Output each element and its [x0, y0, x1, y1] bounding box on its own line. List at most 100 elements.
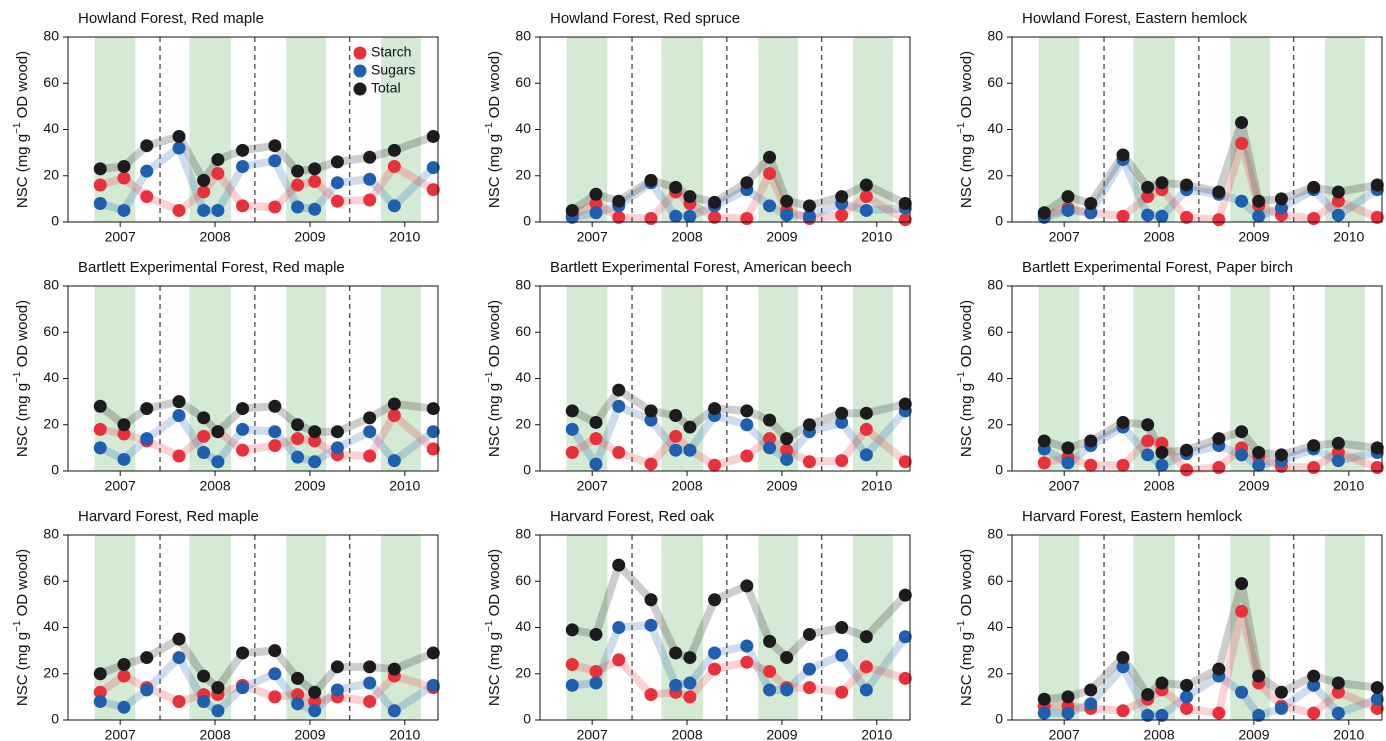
season-band [1325, 37, 1365, 222]
y-tick-label: 60 [987, 323, 1003, 339]
point [669, 409, 683, 422]
point [308, 455, 322, 469]
point [589, 627, 603, 641]
point [612, 399, 626, 413]
season-band [1325, 535, 1365, 720]
point [330, 441, 344, 455]
point [426, 425, 440, 439]
point [211, 203, 225, 217]
point [1274, 192, 1288, 206]
point [898, 588, 912, 602]
point [1235, 136, 1249, 150]
panel: Howland Forest, Red maple 0 20 40 60 80 2007 20… [12, 10, 440, 245]
legend-marker [353, 46, 367, 60]
point [1274, 201, 1288, 215]
point [565, 623, 579, 637]
y-axis-label-part: NSC (mg g [958, 134, 975, 208]
point [1307, 461, 1321, 475]
point [835, 208, 849, 222]
point [589, 415, 603, 429]
point [1141, 448, 1155, 462]
point [1307, 439, 1321, 453]
point [268, 425, 282, 439]
point [1274, 448, 1288, 462]
x-tick-label: 2007 [1049, 727, 1080, 741]
point [859, 406, 873, 420]
point [1116, 209, 1130, 223]
point [172, 141, 186, 155]
chart-title: Howland Forest, Eastern hemlock [1022, 10, 1248, 27]
y-tick-label: 40 [515, 120, 531, 136]
point [780, 452, 794, 466]
point [291, 450, 305, 464]
y-tick-label: 80 [43, 28, 59, 44]
season-band [661, 535, 704, 720]
y-tick-label: 20 [43, 166, 59, 182]
chart-title: Harvard Forest, Red maple [78, 508, 259, 525]
legend-marker [353, 64, 367, 78]
point [308, 162, 322, 176]
point [859, 422, 873, 436]
y-tick-label: 60 [43, 323, 59, 339]
y-axis-label-part: OD wood) [486, 51, 503, 123]
point [740, 655, 754, 669]
point [589, 432, 603, 446]
y-axis-label: NSC (mg g−1 OD wood) [956, 300, 975, 457]
point [898, 455, 912, 469]
chart-title: Howland Forest, Red maple [78, 10, 264, 27]
season-band [758, 37, 799, 222]
point [268, 200, 282, 214]
point [1037, 706, 1051, 720]
point [1331, 194, 1345, 208]
y-tick-label: 40 [515, 618, 531, 634]
point [669, 209, 683, 223]
point [565, 203, 579, 217]
point [1331, 185, 1345, 199]
point [140, 139, 154, 153]
point [835, 406, 849, 420]
point [612, 210, 626, 224]
point [859, 630, 873, 644]
y-tick-label: 20 [515, 664, 531, 680]
y-tick-label: 0 [523, 213, 531, 229]
point [669, 180, 683, 194]
point [1212, 213, 1226, 227]
y-axis-label: NSC (mg g−1 OD wood) [956, 549, 975, 706]
point [1061, 190, 1075, 204]
y-tick-label: 60 [515, 74, 531, 90]
panel: Harvard Forest, Red oak 0 20 40 60 80 2007 2008… [484, 508, 912, 741]
point [644, 593, 658, 607]
point [1235, 448, 1249, 462]
point [387, 397, 401, 411]
point [1252, 708, 1266, 722]
y-tick-label: 60 [987, 74, 1003, 90]
point [802, 662, 816, 676]
point [644, 212, 658, 226]
y-axis-label: NSC (mg g−1 OD wood) [12, 51, 31, 208]
point [683, 443, 697, 457]
y-axis-label-part: −1 [956, 371, 967, 383]
point [268, 690, 282, 704]
panel: Howland Forest, Eastern hemlock 0 20 40 60 80… [956, 10, 1384, 245]
point [93, 695, 107, 708]
plot-frame [1011, 534, 1383, 721]
point [763, 432, 777, 446]
y-axis-label: NSC (mg g−1 OD wood) [12, 300, 31, 457]
point [859, 660, 873, 674]
point [1155, 446, 1169, 459]
x-tick-label: 2008 [671, 229, 702, 245]
point [1180, 443, 1194, 457]
x-tick-label: 2010 [1333, 229, 1364, 245]
point [1084, 197, 1098, 210]
x-tick-label: 2009 [766, 478, 797, 494]
point [1307, 678, 1321, 692]
y-tick-label: 40 [987, 369, 1003, 385]
point [117, 669, 131, 683]
y-tick-label: 40 [515, 369, 531, 385]
y-tick-label: 80 [987, 526, 1003, 542]
point [1141, 688, 1155, 702]
point [1370, 210, 1384, 224]
point [1116, 660, 1130, 674]
x-tick-label: 2007 [577, 478, 608, 494]
